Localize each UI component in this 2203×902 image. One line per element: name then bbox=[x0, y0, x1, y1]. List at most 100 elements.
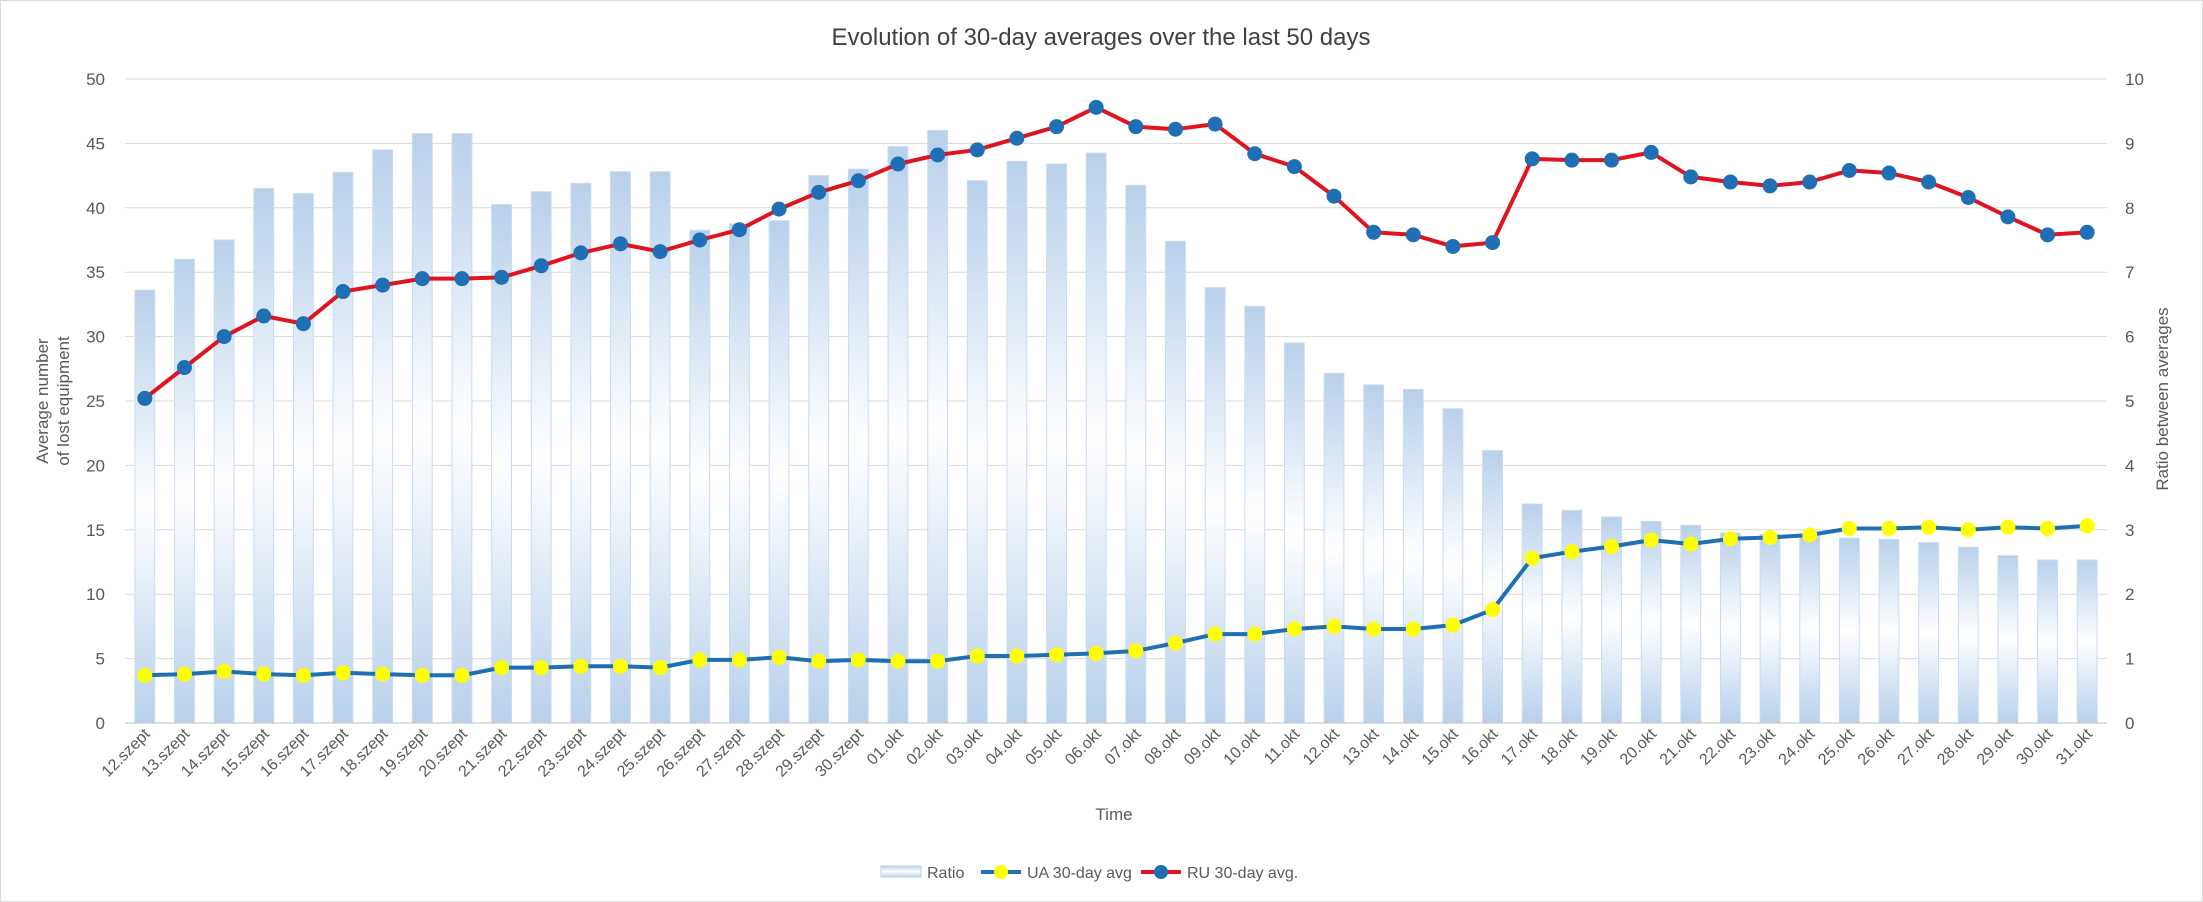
ru-point bbox=[771, 201, 787, 217]
ua-point bbox=[1128, 643, 1144, 659]
ratio-bar bbox=[2037, 559, 2058, 724]
ua-point bbox=[137, 667, 153, 683]
ua-point bbox=[533, 660, 549, 676]
ua-point bbox=[1445, 617, 1461, 633]
ru-point bbox=[1286, 159, 1302, 175]
ratio-bar bbox=[1363, 384, 1385, 724]
x-tick-label: 25.okt bbox=[1815, 725, 1858, 768]
right-axis: 0 1 2 3 4 5 6 7 8 9 10 bbox=[2125, 70, 2144, 733]
ratio-bar bbox=[1165, 240, 1186, 724]
ru-point bbox=[1722, 174, 1738, 190]
ru-point bbox=[1088, 99, 1104, 115]
ru-point bbox=[1604, 152, 1619, 168]
ru-point bbox=[1485, 235, 1501, 251]
x-tick-label: 05.okt bbox=[1023, 725, 1066, 768]
ru-point bbox=[494, 269, 510, 285]
y2-tick-label: 9 bbox=[2125, 134, 2134, 153]
ua-line bbox=[144, 523, 2088, 678]
ua-point bbox=[1960, 522, 1976, 538]
y-tick-label: 15 bbox=[86, 521, 105, 540]
x-tick-label: 07.okt bbox=[1102, 725, 1145, 768]
x-axis: 12.szept13.szept14.szept15.szept16.szept… bbox=[99, 722, 2107, 781]
ru-point bbox=[295, 316, 311, 332]
ua-point bbox=[1207, 626, 1223, 642]
x-tick-label: 06.okt bbox=[1062, 725, 1105, 768]
ua-point bbox=[652, 660, 668, 676]
y-tick-label: 40 bbox=[86, 199, 105, 218]
ratio-bar bbox=[134, 289, 156, 724]
legend-swatch-marker bbox=[994, 865, 1008, 879]
y-axis-label-line-1: Average number bbox=[33, 338, 52, 464]
ratio-bar bbox=[1720, 532, 1741, 724]
ua-point bbox=[1841, 521, 1857, 537]
ratio-bar bbox=[1006, 160, 1028, 724]
ratio-bar bbox=[2076, 559, 2098, 724]
ua-point bbox=[1564, 544, 1580, 560]
ru-point bbox=[375, 277, 391, 293]
ratio-bar bbox=[887, 146, 909, 724]
x-tick-label: 28.okt bbox=[1934, 725, 1977, 768]
ru-point bbox=[1643, 144, 1659, 160]
ua-point bbox=[1524, 550, 1540, 566]
ratio-bar bbox=[253, 187, 275, 724]
x-tick-label: 01.okt bbox=[864, 725, 907, 768]
ratio-bar bbox=[174, 258, 195, 724]
ua-point bbox=[1049, 647, 1065, 663]
ratio-bar bbox=[1957, 546, 1979, 724]
y2-tick-label: 10 bbox=[2125, 70, 2144, 89]
x-tick-label: 11.okt bbox=[1261, 725, 1303, 767]
ua-point bbox=[1683, 536, 1699, 552]
legend-label: RU 30-day avg. bbox=[1187, 865, 1298, 882]
ua-point bbox=[811, 653, 827, 669]
ua-point bbox=[494, 660, 510, 676]
y-tick-label: 50 bbox=[86, 70, 105, 89]
ru-point bbox=[2040, 227, 2056, 243]
x-tick-label: 18.okt bbox=[1538, 725, 1581, 768]
x-tick-label: 14.okt bbox=[1379, 725, 1422, 768]
ratio-bar bbox=[292, 193, 314, 724]
legend: Ratio UA 30-day avg RU 30-day avg. bbox=[880, 865, 1298, 882]
ru-point bbox=[1960, 189, 1976, 205]
ru-point bbox=[1802, 174, 1818, 190]
ru-point bbox=[692, 232, 708, 248]
ua-point bbox=[1802, 527, 1818, 543]
ratio-bar bbox=[1997, 555, 2019, 724]
ratio-bar bbox=[1521, 503, 1543, 724]
ru-point bbox=[1524, 151, 1540, 167]
ratio-bar bbox=[1759, 533, 1781, 724]
y-tick-label: 20 bbox=[86, 456, 105, 475]
ru-point bbox=[1049, 119, 1065, 135]
ua-point bbox=[613, 658, 628, 674]
ua-point bbox=[771, 649, 787, 665]
x-tick-label: 08.okt bbox=[1141, 725, 1184, 768]
y2-tick-label: 4 bbox=[2125, 456, 2134, 475]
ratio-bar bbox=[1402, 388, 1424, 724]
ua-point bbox=[375, 666, 391, 682]
ua-point bbox=[692, 652, 708, 668]
ratio-bar bbox=[1799, 535, 1821, 724]
y-tick-label: 25 bbox=[86, 392, 105, 411]
x-tick-label: 30.okt bbox=[2014, 725, 2057, 768]
ratio-bar bbox=[927, 130, 949, 724]
x-tick-label: 15.okt bbox=[1419, 725, 1462, 768]
y-tick-label: 5 bbox=[96, 650, 105, 669]
ru-point bbox=[176, 360, 192, 376]
ru-point bbox=[1564, 152, 1580, 168]
ua-point bbox=[1326, 618, 1342, 634]
legend-swatch-marker bbox=[1154, 865, 1168, 879]
x-tick-label: 09.okt bbox=[1181, 725, 1224, 768]
y2-tick-label: 6 bbox=[2125, 328, 2134, 347]
ua-point bbox=[2000, 519, 2016, 535]
x-tick-label: 21.okt bbox=[1657, 725, 1700, 768]
x-tick-label: 16.okt bbox=[1459, 725, 1502, 768]
ratio-bar bbox=[1244, 305, 1266, 724]
ru-point bbox=[454, 271, 470, 287]
ru-point bbox=[137, 390, 153, 406]
left-axis: 0 5 10 15 20 25 30 35 40 45 50 bbox=[86, 70, 105, 733]
x-tick-label: 19.okt bbox=[1577, 725, 1620, 768]
ua-point bbox=[1009, 648, 1025, 664]
ratio-bar bbox=[570, 182, 592, 724]
legend-label: UA 30-day avg bbox=[1027, 865, 1132, 882]
ua-point bbox=[1485, 602, 1501, 618]
